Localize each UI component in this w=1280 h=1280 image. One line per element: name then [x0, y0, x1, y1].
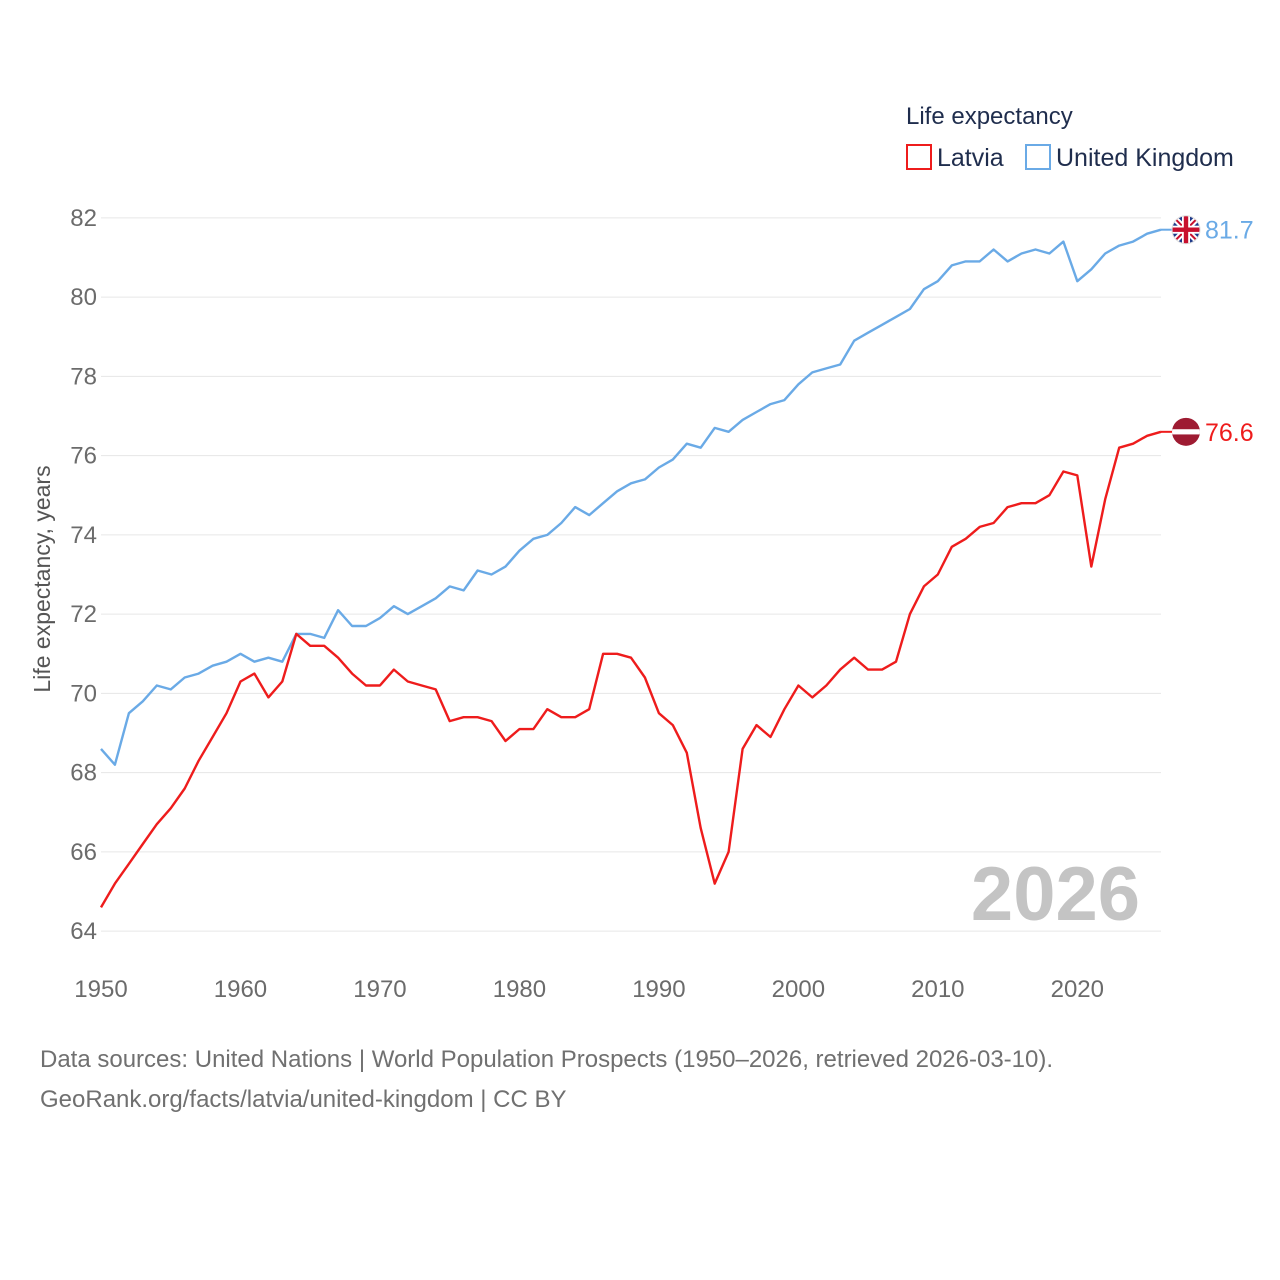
legend-label-united-kingdom: United Kingdom	[1056, 144, 1234, 172]
end-marker-latvia: 76.6	[1161, 417, 1254, 447]
source-link[interactable]: GeoRank.org/facts/latvia/united-kingdom …	[40, 1086, 567, 1113]
x-tick-label: 1990	[632, 976, 685, 1003]
x-tick-label: 2020	[1051, 976, 1104, 1003]
y-tick-label: 74	[70, 522, 97, 549]
legend-swatch-united-kingdom	[1025, 144, 1051, 170]
y-tick-label: 78	[70, 363, 97, 390]
series-line-latvia	[99, 430, 1162, 909]
data-sources-text: Data sources: United Nations | World Pop…	[40, 1046, 1054, 1073]
life-expectancy-chart: Life expectancy Latvia United Kingdom 64…	[29, 103, 1254, 1003]
end-label-latvia: 76.6	[1205, 419, 1254, 447]
latvia-flag-icon	[1172, 417, 1200, 446]
y-tick-label: 82	[70, 205, 97, 232]
x-tick-label: 1970	[353, 976, 406, 1003]
y-tick-label: 72	[70, 601, 97, 628]
footer: Data sources: United Nations | World Pop…	[40, 1040, 1053, 1120]
uk-flag-icon	[1171, 215, 1201, 245]
y-tick-label: 70	[70, 680, 97, 707]
end-label-united-kingdom: 81.7	[1205, 217, 1254, 245]
legend-swatch-latvia	[906, 144, 932, 170]
y-tick-label: 76	[70, 443, 97, 470]
legend-item-united-kingdom[interactable]: United Kingdom	[1025, 144, 1234, 172]
x-tick-label: 1950	[74, 976, 127, 1003]
y-tick-label: 80	[70, 284, 97, 311]
year-watermark: 2026	[971, 852, 1140, 937]
x-tick-label: 2000	[772, 976, 825, 1003]
legend-item-latvia[interactable]: Latvia	[906, 144, 1004, 172]
legend: Life expectancy Latvia United Kingdom	[906, 103, 1234, 172]
y-tick-label: 64	[70, 918, 97, 945]
x-tick-label: 1980	[493, 976, 546, 1003]
y-tick-label: 68	[70, 760, 97, 787]
grid-lines	[101, 217, 1161, 932]
x-tick-label: 1960	[214, 976, 267, 1003]
legend-title: Life expectancy	[906, 103, 1073, 130]
end-marker-united-kingdom: 81.7	[1161, 215, 1254, 245]
legend-label-latvia: Latvia	[937, 144, 1004, 172]
y-axis-title: Life expectancy, years	[29, 465, 55, 692]
x-axis-ticks: 1950 1960 1970 1980 1990 2000 2010 2020	[74, 976, 1104, 1003]
series-line-united-kingdom	[100, 228, 1162, 766]
y-axis-ticks: 64 66 68 70 72 74 76 78 80 82	[70, 205, 97, 945]
y-tick-label: 66	[70, 839, 97, 866]
x-tick-label: 2010	[911, 976, 964, 1003]
